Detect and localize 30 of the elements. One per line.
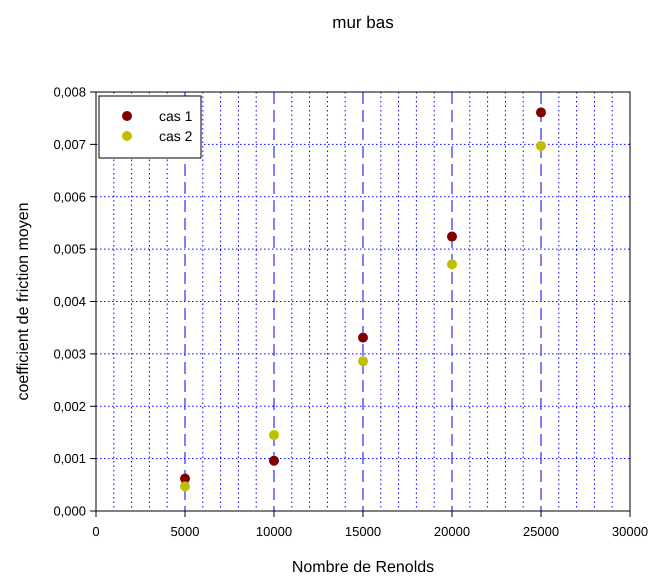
x-tick-label: 20000 — [434, 524, 470, 539]
y-tick-label: 0,007 — [53, 136, 86, 152]
point — [269, 430, 279, 440]
point — [447, 232, 457, 242]
point — [358, 332, 368, 343]
x-tick-label: 15000 — [344, 524, 382, 539]
legend-label: cas 1 — [159, 108, 193, 124]
chart-title: mur bas — [332, 13, 394, 32]
y-tick-label: 0,000 — [53, 504, 86, 518]
x-tick-label: 30000 — [612, 524, 648, 539]
point — [536, 140, 546, 151]
point — [269, 456, 279, 466]
legend-label: cas 2 — [159, 128, 193, 144]
x-tick-label: 25000 — [522, 524, 560, 539]
y-tick-label: 0,006 — [53, 189, 86, 204]
point — [180, 481, 190, 492]
x-tick-label: 0 — [92, 524, 100, 539]
point — [536, 107, 546, 118]
y-tick-label: 0,005 — [53, 242, 86, 257]
x-axis-title: Nombre de Renolds — [292, 559, 434, 576]
point — [447, 259, 457, 270]
y-axis-title: coefficient de friction moyen — [15, 202, 32, 401]
y-tick-label: 0,004 — [53, 294, 86, 309]
y-tick-label: 0,003 — [53, 346, 86, 362]
point — [358, 356, 368, 366]
y-tick-label: 0,008 — [53, 84, 86, 100]
x-tick-label: 5000 — [170, 524, 200, 539]
y-tick-label: 0,001 — [53, 451, 86, 466]
y-tick-label: 0,002 — [53, 398, 86, 414]
x-tick-label: 10000 — [256, 524, 292, 539]
